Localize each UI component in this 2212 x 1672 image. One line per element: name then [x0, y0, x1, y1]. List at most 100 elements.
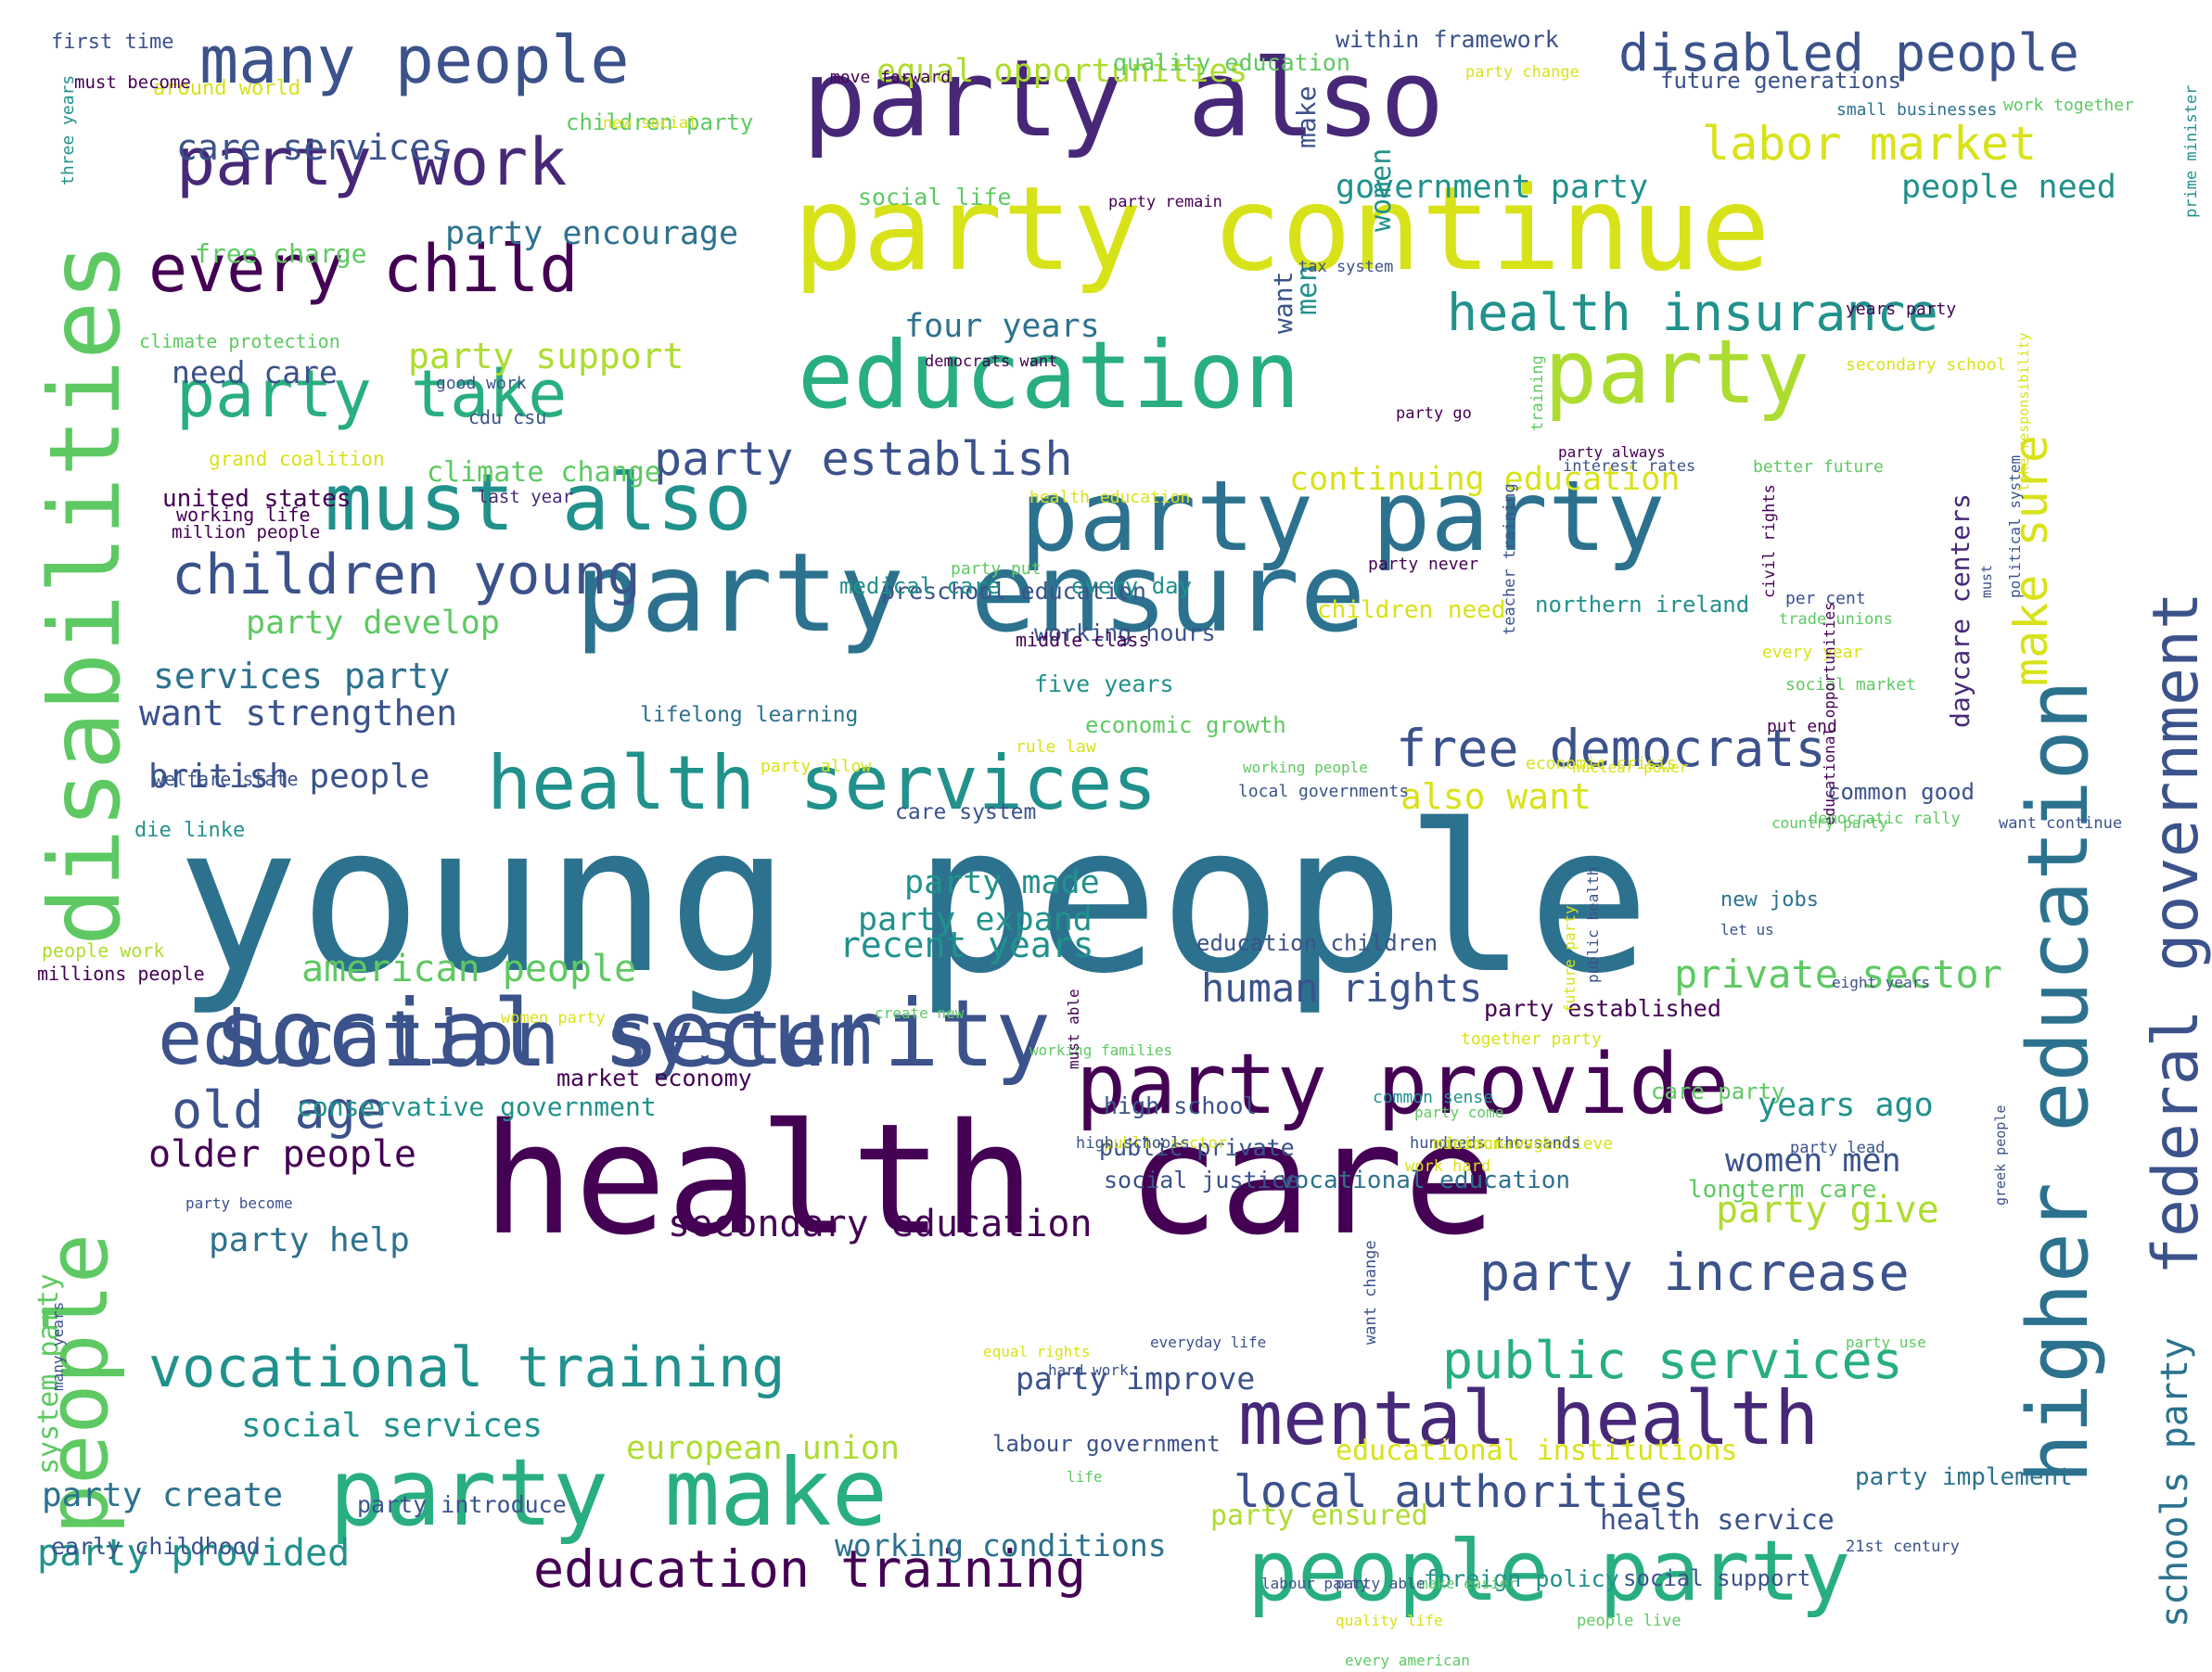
- cloud-word: labour government: [992, 1431, 1221, 1457]
- cloud-word: social security: [213, 979, 1052, 1088]
- cloud-word: party put: [951, 559, 1042, 579]
- cloud-word: working hours: [1034, 619, 1216, 646]
- cloud-word: secondary education: [668, 1203, 1093, 1245]
- cloud-word: first time: [51, 31, 174, 54]
- cloud-word: medical care: [839, 573, 1001, 599]
- cloud-word: social life: [858, 184, 1012, 211]
- cloud-word: party establish: [654, 432, 1073, 486]
- cloud-word: vocational education: [1280, 1167, 1571, 1194]
- cloud-word: party lead: [1790, 1139, 1886, 1157]
- cloud-word: health education: [1029, 488, 1191, 507]
- cloud-word: good work: [436, 374, 527, 393]
- cloud-word: 21st century: [1846, 1538, 1960, 1556]
- cloud-word: per cent: [1785, 589, 1866, 608]
- cloud-word: women: [1365, 147, 1398, 232]
- cloud-word: party provide: [1076, 1036, 1730, 1133]
- cloud-word: want change: [1362, 1240, 1380, 1345]
- cloud-word: five years: [1034, 670, 1174, 697]
- cloud-word: working life: [176, 504, 311, 526]
- cloud-word: party improve: [1016, 1360, 1256, 1397]
- cloud-word: working conditions: [835, 1527, 1167, 1564]
- cloud-word: care services: [176, 127, 453, 168]
- cloud-word: lifelong learning: [640, 703, 859, 727]
- cloud-word: party also: [802, 37, 1445, 161]
- cloud-word: party develop: [246, 605, 500, 642]
- cloud-word: four years: [904, 308, 1100, 345]
- cloud-word: small businesses: [1836, 100, 1998, 120]
- cloud-word: must become: [74, 72, 191, 93]
- cloud-word: last year: [478, 487, 573, 507]
- cloud-word: care system: [895, 800, 1037, 824]
- cloud-word: climate change: [427, 456, 661, 489]
- cloud-word: greek people: [1992, 1104, 2009, 1206]
- cloud-word: million people: [172, 522, 321, 542]
- cloud-word: every child: [148, 231, 579, 307]
- cloud-word: party continue: [793, 162, 1771, 297]
- cloud-word: within framework: [1336, 26, 1559, 53]
- cloud-word: life: [1067, 1468, 1103, 1486]
- cloud-word: many people: [199, 22, 630, 98]
- cloud-word: federal government: [2140, 592, 2212, 1275]
- cloud-word: everyday life: [1150, 1334, 1267, 1351]
- cloud-word: vocational training: [148, 1335, 786, 1400]
- cloud-word: must able: [1065, 989, 1082, 1069]
- cloud-word: party introduce: [357, 1491, 567, 1518]
- cloud-word: party make: [329, 1438, 889, 1547]
- cloud-word: children party: [566, 109, 754, 135]
- cloud-word: party give: [1716, 1189, 1939, 1232]
- cloud-word: cdu csu: [468, 406, 547, 428]
- cloud-word: party become: [185, 1194, 293, 1212]
- cloud-word: party take: [176, 356, 568, 432]
- cloud-word: work hard: [1405, 1157, 1491, 1176]
- cloud-word: public private: [1099, 1134, 1295, 1161]
- cloud-word: training: [1528, 355, 1547, 431]
- cloud-word: democrats want: [925, 352, 1058, 371]
- cloud-word: party: [1544, 322, 1809, 424]
- cloud-word: every american: [1345, 1652, 1470, 1669]
- cloud-word: people work: [42, 939, 165, 962]
- cloud-word: continuing education: [1289, 461, 1681, 498]
- cloud-word: must: [1978, 564, 1995, 598]
- cloud-word: minimum wage: [1433, 1134, 1554, 1154]
- cloud-word: create new: [875, 1004, 965, 1022]
- cloud-word: climate protection: [139, 330, 340, 352]
- cloud-word: american people: [301, 948, 637, 990]
- cloud-word: every day: [1071, 573, 1193, 599]
- cloud-word: common sense: [1373, 1088, 1494, 1107]
- cloud-word: social market: [1785, 675, 1916, 695]
- cloud-word: disabled people: [1618, 23, 2079, 83]
- cloud-word: educational opportunities: [1821, 602, 1838, 825]
- cloud-word: northern ireland: [1535, 592, 1750, 618]
- cloud-word: high schools: [1076, 1134, 1190, 1153]
- cloud-word: party ensured: [1210, 1500, 1428, 1532]
- cloud-word: preschool education: [881, 578, 1146, 605]
- cloud-word: equal rights: [983, 1343, 1091, 1360]
- cloud-word: mental health: [1238, 1375, 1820, 1461]
- cloud-word: middle class: [1016, 629, 1150, 651]
- cloud-word: need care: [172, 354, 338, 390]
- cloud-word: party create: [42, 1476, 284, 1514]
- cloud-word: country party: [1771, 814, 1888, 832]
- cloud-word: higher education: [2010, 680, 2107, 1484]
- cloud-word: quality life: [1336, 1612, 1443, 1629]
- cloud-word: children need: [1317, 596, 1506, 624]
- cloud-word: economic crisis: [1526, 754, 1677, 773]
- cloud-word: die linke: [134, 819, 246, 842]
- cloud-word: social justice: [1104, 1167, 1299, 1193]
- cloud-word: make: [1291, 85, 1322, 148]
- cloud-word: party made: [904, 864, 1100, 901]
- cloud-word: free charge: [195, 238, 367, 269]
- cloud-word: private sector: [1674, 951, 2003, 997]
- cloud-word: conservative government: [297, 1091, 657, 1122]
- cloud-word: schools party: [2154, 1336, 2196, 1627]
- cloud-word: also want: [1400, 776, 1592, 817]
- cloud-word: welfare state: [153, 768, 299, 790]
- cloud-word: interest rates: [1563, 457, 1696, 476]
- cloud-word: party change: [1465, 63, 1579, 82]
- cloud-word: eight years: [1832, 974, 1930, 991]
- cloud-word: party ensure: [575, 529, 1366, 657]
- cloud-word: local governments: [1238, 782, 1410, 801]
- cloud-word: foreign policy: [1424, 1565, 1619, 1592]
- cloud-word: health services: [487, 740, 1157, 826]
